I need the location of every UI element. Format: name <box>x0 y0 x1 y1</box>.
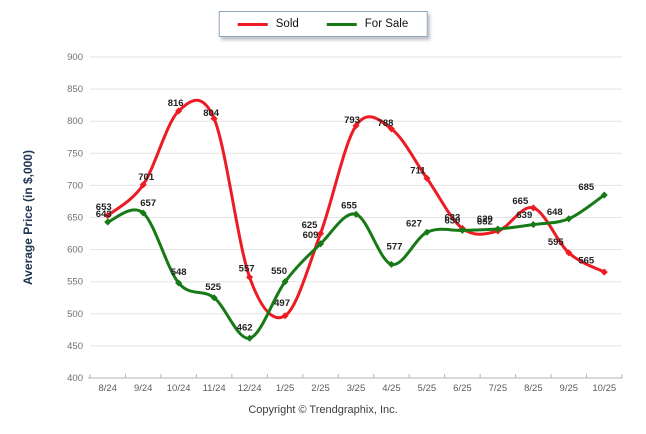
svg-text:550: 550 <box>271 266 287 277</box>
svg-text:600: 600 <box>67 245 83 256</box>
svg-text:625: 625 <box>302 220 319 231</box>
legend: Sold For Sale <box>218 11 428 37</box>
svg-text:630: 630 <box>444 216 460 227</box>
for-sale-point-labels: 643 657 548 525 462 550 609 655 577 627 630 632 639 6… <box>96 182 595 333</box>
svg-text:685: 685 <box>578 182 595 193</box>
svg-text:850: 850 <box>67 84 83 95</box>
svg-text:7/25: 7/25 <box>489 383 508 394</box>
y-axis: 400 450 500 550 600 650 700 750 800 850 900 <box>67 52 83 384</box>
for-sale-line-series <box>104 191 608 342</box>
for-sale-line-swatch-icon <box>326 22 357 26</box>
svg-text:648: 648 <box>547 207 563 218</box>
y-axis-title: Average Price (in $,000) <box>21 150 35 285</box>
svg-text:400: 400 <box>67 373 83 384</box>
svg-text:816: 816 <box>168 98 184 109</box>
legend-item-for-sale: For Sale <box>326 18 409 30</box>
svg-text:8/24: 8/24 <box>98 383 117 394</box>
svg-text:609: 609 <box>303 230 319 241</box>
svg-text:711: 711 <box>410 166 426 177</box>
x-axis: 8/24 9/24 10/24 11/24 12/24 1/25 2/25 3/25 4/25 5… <box>88 374 623 394</box>
svg-text:525: 525 <box>205 282 222 293</box>
svg-text:9/25: 9/25 <box>560 383 579 394</box>
legend-item-sold: Sold <box>237 18 299 30</box>
svg-text:6/25: 6/25 <box>453 383 472 394</box>
svg-text:550: 550 <box>67 277 83 288</box>
svg-text:643: 643 <box>96 209 112 220</box>
svg-text:9/24: 9/24 <box>134 383 153 394</box>
legend-label-for-sale: For Sale <box>364 18 409 30</box>
svg-text:793: 793 <box>344 115 360 126</box>
svg-text:8/25: 8/25 <box>524 383 543 394</box>
svg-text:11/24: 11/24 <box>203 383 226 394</box>
svg-text:548: 548 <box>171 267 187 278</box>
svg-text:565: 565 <box>578 255 595 266</box>
svg-text:2/25: 2/25 <box>311 383 330 394</box>
svg-text:655: 655 <box>341 200 358 211</box>
svg-text:497: 497 <box>274 298 290 309</box>
svg-text:595: 595 <box>548 237 565 248</box>
svg-text:1/25: 1/25 <box>276 383 295 394</box>
svg-text:788: 788 <box>378 118 394 129</box>
svg-text:450: 450 <box>67 341 83 352</box>
svg-text:10/25: 10/25 <box>592 383 616 394</box>
sold-point-labels: 653 701 816 804 557 497 625 793 788 711 633 629 665 5… <box>96 98 595 309</box>
svg-text:627: 627 <box>406 218 422 229</box>
sold-line-swatch-icon <box>237 22 268 26</box>
svg-text:12/24: 12/24 <box>238 383 262 394</box>
svg-text:800: 800 <box>67 116 83 127</box>
svg-text:650: 650 <box>67 213 83 224</box>
svg-text:5/25: 5/25 <box>418 383 437 394</box>
svg-text:557: 557 <box>239 263 255 274</box>
svg-text:629: 629 <box>477 214 493 225</box>
svg-text:653: 653 <box>96 202 112 213</box>
svg-text:639: 639 <box>516 210 532 221</box>
svg-text:900: 900 <box>67 52 83 63</box>
svg-text:665: 665 <box>512 196 529 207</box>
svg-text:500: 500 <box>67 309 83 320</box>
svg-text:633: 633 <box>444 213 460 224</box>
svg-text:700: 700 <box>67 180 83 191</box>
svg-text:701: 701 <box>138 172 155 183</box>
legend-label-sold: Sold <box>275 18 299 30</box>
svg-text:462: 462 <box>237 322 253 333</box>
svg-text:577: 577 <box>387 242 403 253</box>
svg-text:4/25: 4/25 <box>382 383 401 394</box>
svg-text:657: 657 <box>140 198 156 209</box>
svg-text:804: 804 <box>203 108 220 119</box>
svg-text:750: 750 <box>67 148 83 159</box>
svg-text:632: 632 <box>477 216 493 227</box>
copyright-text: Copyright © Trendgraphix, Inc. <box>248 404 398 416</box>
svg-text:3/25: 3/25 <box>347 383 366 394</box>
svg-text:10/24: 10/24 <box>167 383 191 394</box>
